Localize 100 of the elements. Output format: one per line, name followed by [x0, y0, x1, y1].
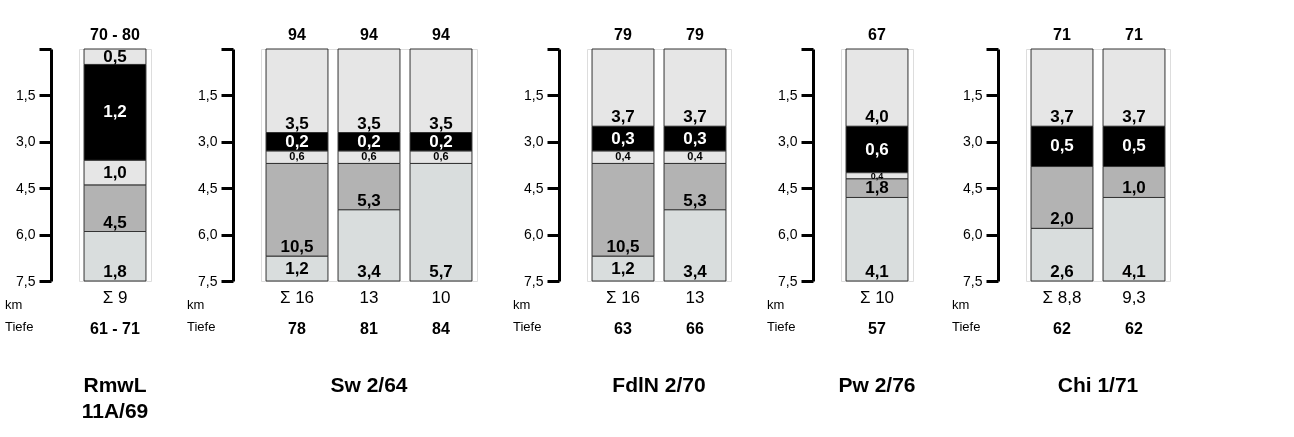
annotation: 0,3: [683, 128, 707, 148]
annotation: 5,3: [683, 190, 707, 210]
annotation: 3,5: [429, 113, 453, 133]
annotation: 0,3: [611, 128, 635, 148]
annotation: 5,7: [429, 262, 453, 281]
text: Tiefe: [952, 319, 981, 334]
annotation: 1,8: [103, 262, 127, 281]
annotation: 0,6: [865, 139, 889, 159]
text: 61 - 71: [90, 320, 141, 337]
y-tick-label: 1,5: [198, 86, 218, 103]
annotation: 0,5: [1122, 136, 1146, 156]
text: 67: [868, 26, 886, 43]
y-tick-label: 4,5: [778, 179, 798, 196]
text: 66: [686, 320, 704, 337]
x-tick-label: Σ 10: [859, 287, 895, 307]
x-tick-label: 10: [431, 287, 451, 307]
annotation: 3,5: [357, 113, 381, 133]
text: 62: [1053, 320, 1071, 337]
text: Pw 2/76: [838, 373, 916, 396]
annotation: 3,7: [1122, 107, 1146, 127]
text: Tiefe: [513, 319, 542, 334]
annotation: 1,0: [103, 162, 127, 182]
annotation: 2,0: [1050, 209, 1074, 229]
text: km: [187, 297, 205, 312]
y-tick-label: 6,0: [524, 226, 544, 243]
text: 57: [868, 320, 886, 337]
annotation: 10,5: [280, 237, 314, 257]
annotation: 3,5: [285, 113, 309, 133]
text: 94: [360, 26, 378, 43]
x-tick-label: Σ 9: [102, 287, 128, 307]
annotation: 4,1: [1122, 262, 1146, 281]
y-tick-label: 7,5: [963, 272, 983, 289]
annotation: 3,7: [1050, 107, 1074, 127]
text: 81: [360, 320, 378, 337]
annotation: 3,4: [683, 262, 708, 281]
annotation: 0,4: [687, 150, 704, 163]
annotation: 0,6: [361, 150, 377, 163]
annotation: 5,3: [357, 190, 381, 210]
text: 94: [288, 26, 306, 43]
annotation: 0,5: [103, 46, 127, 66]
annotation: 1,2: [611, 258, 635, 278]
annotation: 4,5: [103, 212, 127, 232]
y-tick-label: 1,5: [16, 86, 36, 103]
annotation: 10,5: [606, 237, 640, 257]
x-tick-label: 13: [685, 287, 705, 307]
annotation: 1,2: [103, 102, 127, 122]
y-tick-label: 3,0: [16, 133, 36, 150]
x-tick-label: 9,3: [1122, 287, 1146, 307]
annotation: 3,4: [357, 262, 382, 281]
annotation: 1,2: [285, 258, 309, 278]
text: FdlN 2/70: [612, 373, 706, 396]
y-tick-label: 3,0: [198, 133, 218, 150]
x-tick-label: Σ 8,8: [1042, 287, 1082, 307]
text: RmwL 11A/69: [81, 373, 149, 422]
annotation: 0,6: [433, 150, 449, 163]
x-tick-label: Σ 16: [279, 287, 315, 307]
y-tick-label: 4,5: [198, 179, 218, 196]
y-tick-label: 1,5: [963, 86, 983, 103]
annotation: 3,7: [611, 107, 635, 127]
y-tick-label: 7,5: [778, 272, 798, 289]
y-tick-label: 1,5: [778, 86, 798, 103]
text: 94: [432, 26, 450, 43]
annotation: 0,4: [615, 150, 632, 163]
text: 79: [686, 26, 704, 43]
annotation: 0,5: [1050, 136, 1074, 156]
annotation: 4,0: [865, 107, 889, 127]
x-tick-label: Σ 16: [605, 287, 641, 307]
text: 71: [1125, 26, 1143, 43]
annotation: 1,0: [1122, 178, 1146, 198]
y-tick-label: 6,0: [198, 226, 218, 243]
text: Tiefe: [187, 319, 216, 334]
y-tick-label: 7,5: [198, 272, 218, 289]
y-tick-label: 3,0: [778, 133, 798, 150]
text: 71: [1053, 26, 1071, 43]
text: Tiefe: [767, 319, 796, 334]
y-tick-label: 7,5: [524, 272, 544, 289]
annotation: 4,1: [865, 262, 889, 281]
y-tick-label: 6,0: [16, 226, 36, 243]
y-tick-label: 6,0: [963, 226, 983, 243]
y-tick-label: 4,5: [524, 179, 544, 196]
x-tick-label: 13: [359, 287, 379, 307]
y-tick-label: 3,0: [963, 133, 983, 150]
text: Tiefe: [5, 319, 34, 334]
text: Chi 1/71: [1057, 373, 1139, 396]
text: km: [513, 297, 531, 312]
text: 63: [614, 320, 632, 337]
text: km: [5, 297, 23, 312]
text: 84: [432, 320, 450, 337]
text: km: [767, 297, 785, 312]
text: km: [952, 297, 970, 312]
y-tick-label: 6,0: [778, 226, 798, 243]
text: 62: [1125, 320, 1143, 337]
text: 78: [288, 320, 306, 337]
annotation: 2,6: [1050, 262, 1074, 281]
annotation: 0,6: [289, 150, 305, 163]
annotation: 3,7: [683, 107, 707, 127]
y-tick-label: 4,5: [963, 179, 983, 196]
y-tick-label: 1,5: [524, 86, 544, 103]
y-tick-label: 3,0: [524, 133, 544, 150]
y-tick-label: 4,5: [16, 179, 36, 196]
